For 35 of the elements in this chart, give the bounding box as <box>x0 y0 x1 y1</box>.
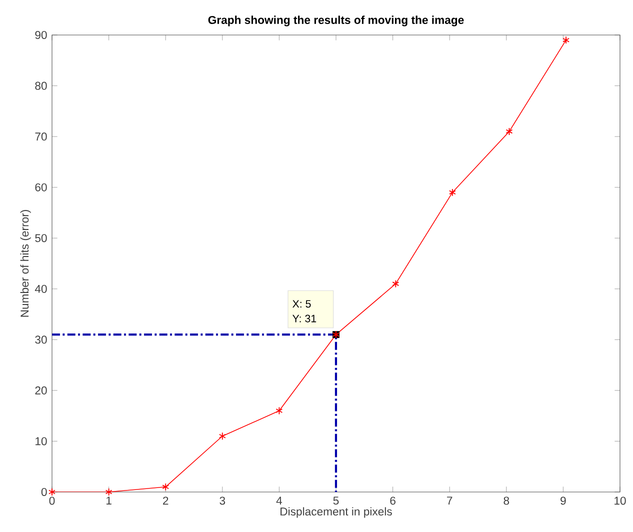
x-tick-label: 6 <box>390 496 396 505</box>
y-tick-label: 80 <box>35 82 47 90</box>
y-axis-title: Number of hits (error) <box>20 210 31 317</box>
x-tick-label: 3 <box>220 496 226 505</box>
y-tick-label: 90 <box>35 30 47 40</box>
y-tick-label: 0 <box>41 488 47 496</box>
x-tick-label: 1 <box>106 496 112 504</box>
y-tick-label: 50 <box>35 234 47 242</box>
point <box>448 188 456 196</box>
point <box>276 406 283 415</box>
y-tick-label: 30 <box>35 336 47 344</box>
x-tick-label: 4 <box>276 496 282 504</box>
x-axis-title: Displacement in pixels <box>280 507 392 518</box>
x-tick-label: 7 <box>447 496 452 504</box>
y-tick-label: 70 <box>35 132 47 141</box>
point <box>562 36 570 44</box>
x-tick-label: 2 <box>163 496 168 505</box>
y-tick-label: 20 <box>35 386 47 394</box>
annotation: Y: 31 <box>292 314 316 322</box>
y-tick-label: 10 <box>36 437 47 446</box>
y-tick-label: 60 <box>35 183 47 192</box>
x-tick-label: 9 <box>560 496 566 505</box>
point <box>105 488 112 496</box>
point <box>48 488 56 496</box>
point <box>392 280 400 288</box>
point <box>506 128 513 136</box>
point <box>162 482 170 491</box>
x-tick-label: 5 <box>333 496 339 505</box>
x-tick-label: 10 <box>614 496 626 505</box>
y-tick-label: 40 <box>34 284 47 293</box>
x-tick-label: 8 <box>504 496 510 505</box>
chart-title: Graph showing the results of moving the image <box>208 16 464 26</box>
point <box>218 432 226 440</box>
x-tick-label: 0 <box>49 496 55 505</box>
annotation: X: 5 <box>292 300 311 308</box>
